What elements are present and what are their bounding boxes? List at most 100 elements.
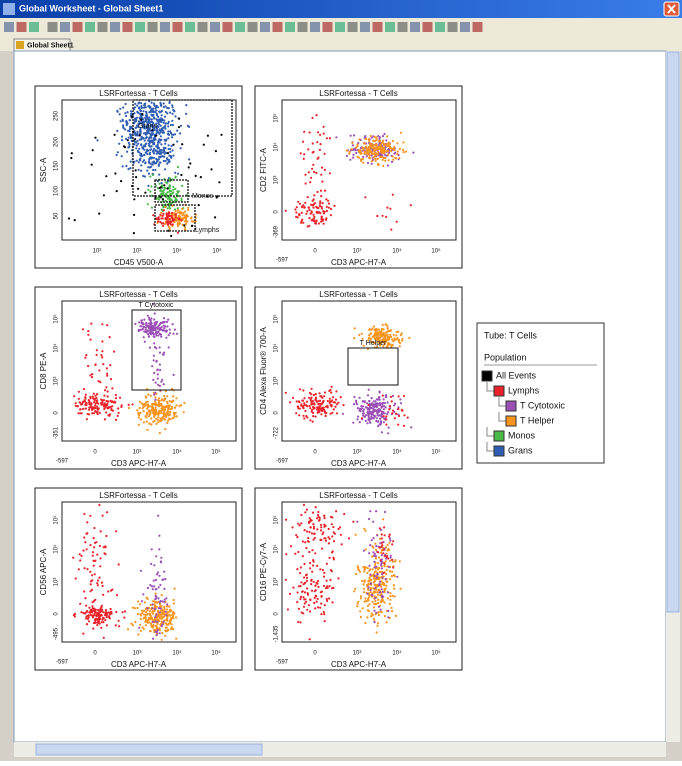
- tool-button[interactable]: [410, 22, 420, 32]
- event-dot: [372, 537, 375, 540]
- event-dot: [377, 556, 381, 559]
- tool-button[interactable]: [16, 22, 27, 32]
- tool-button[interactable]: [360, 22, 370, 32]
- tool-button[interactable]: [435, 22, 445, 32]
- event-dot: [122, 127, 125, 130]
- event-dot: [310, 387, 313, 390]
- event-dot: [314, 398, 317, 401]
- event-dot: [156, 622, 159, 625]
- x-tick-label: 0: [93, 651, 97, 657]
- event-dot: [187, 208, 190, 212]
- tool-button[interactable]: [235, 22, 245, 32]
- event-dot: [91, 373, 94, 376]
- event-dot: [145, 396, 148, 399]
- tool-button[interactable]: [460, 22, 470, 32]
- population-swatch[interactable]: [505, 415, 517, 427]
- plot-frame: [34, 487, 243, 671]
- event-dot: [323, 391, 327, 394]
- gate[interactable]: [347, 347, 399, 386]
- event-dot: [135, 159, 138, 162]
- tool-button[interactable]: [210, 22, 220, 32]
- event-dot: [140, 325, 143, 328]
- event-dot: [353, 134, 356, 137]
- population-swatch[interactable]: [505, 400, 517, 412]
- tool-button[interactable]: [310, 22, 320, 32]
- tool-button[interactable]: [372, 22, 383, 32]
- event-dot: [174, 197, 177, 200]
- tool-button[interactable]: [285, 22, 295, 32]
- tool-button[interactable]: [160, 22, 170, 32]
- tool-button[interactable]: [185, 22, 195, 32]
- event-dot: [375, 544, 378, 548]
- tool-button[interactable]: [272, 22, 283, 32]
- event-dot: [151, 173, 154, 177]
- tool-button[interactable]: [422, 22, 433, 32]
- event-dot: [146, 607, 149, 610]
- tool-button[interactable]: [322, 22, 333, 32]
- tool-button[interactable]: [122, 22, 133, 32]
- event-dot: [377, 551, 380, 554]
- event-dot: [295, 412, 298, 415]
- population-swatch[interactable]: [493, 445, 505, 457]
- gate[interactable]: [132, 99, 233, 197]
- tool-button[interactable]: [385, 22, 395, 32]
- event-dot: [318, 518, 321, 521]
- tool-button[interactable]: [135, 22, 145, 32]
- event-dot: [329, 214, 332, 217]
- horizontal-thumb[interactable]: [35, 743, 263, 756]
- tool-button[interactable]: [472, 22, 483, 32]
- tool-button[interactable]: [335, 22, 345, 32]
- event-dot: [84, 541, 87, 544]
- population-swatch[interactable]: [493, 385, 505, 397]
- tool-button[interactable]: [172, 22, 183, 32]
- tool-button[interactable]: [110, 22, 120, 32]
- tool-button[interactable]: [85, 22, 95, 32]
- population-swatch[interactable]: [493, 430, 505, 442]
- tool-button[interactable]: [447, 22, 458, 32]
- tool-button[interactable]: [297, 22, 308, 32]
- event-dot: [170, 387, 174, 390]
- event-dot: [162, 620, 165, 623]
- event-dot: [379, 402, 382, 405]
- tool-button[interactable]: [29, 22, 39, 32]
- event-dot: [149, 175, 152, 178]
- event-dot: [172, 373, 175, 376]
- tool-button[interactable]: [60, 22, 70, 32]
- event-dot: [84, 393, 87, 396]
- event-dot: [115, 153, 118, 157]
- event-dot: [93, 609, 96, 612]
- event-dot: [368, 603, 371, 606]
- event-dot: [353, 337, 356, 340]
- event-dot: [148, 327, 151, 331]
- tool-button[interactable]: [47, 22, 58, 32]
- gate[interactable]: [154, 204, 196, 232]
- gate[interactable]: [131, 309, 182, 391]
- event-dot: [306, 608, 309, 611]
- event-dot: [372, 144, 375, 148]
- event-dot: [390, 228, 393, 231]
- event-dot: [356, 602, 359, 605]
- vertical-thumb[interactable]: [666, 51, 680, 613]
- tool-button[interactable]: [97, 22, 108, 32]
- event-dot: [397, 423, 400, 426]
- event-dot: [374, 555, 378, 558]
- tool-button[interactable]: [4, 22, 14, 32]
- tool-button[interactable]: [147, 22, 158, 32]
- event-dot: [151, 163, 154, 166]
- event-dot: [314, 393, 317, 396]
- event-dot: [214, 216, 217, 219]
- tool-button[interactable]: [347, 22, 358, 32]
- population-swatch[interactable]: [481, 370, 493, 382]
- event-dot: [303, 529, 306, 532]
- event-dot: [322, 212, 325, 215]
- event-dot: [166, 162, 169, 165]
- tool-button[interactable]: [397, 22, 408, 32]
- gate[interactable]: [154, 179, 189, 203]
- event-dot: [91, 607, 94, 610]
- tool-button[interactable]: [72, 22, 83, 32]
- tool-button[interactable]: [247, 22, 258, 32]
- tool-button[interactable]: [197, 22, 208, 32]
- event-dot: [82, 632, 85, 635]
- tool-button[interactable]: [222, 22, 233, 32]
- tool-button[interactable]: [260, 22, 270, 32]
